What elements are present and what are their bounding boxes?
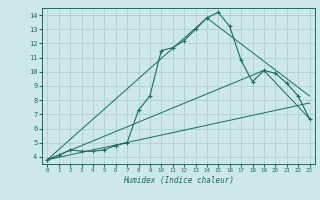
X-axis label: Humidex (Indice chaleur): Humidex (Indice chaleur) (123, 176, 234, 185)
